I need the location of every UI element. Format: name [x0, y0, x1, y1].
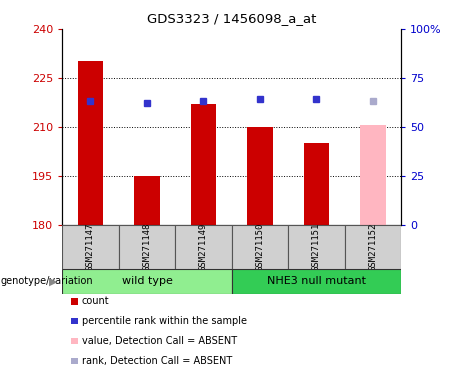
Text: GSM271148: GSM271148: [142, 223, 152, 271]
Text: NHE3 null mutant: NHE3 null mutant: [267, 276, 366, 286]
Text: count: count: [82, 296, 109, 306]
Bar: [304, 143, 329, 225]
Bar: [344, 225, 401, 269]
Text: value, Detection Call = ABSENT: value, Detection Call = ABSENT: [82, 336, 237, 346]
Text: GSM271147: GSM271147: [86, 223, 95, 271]
Text: GSM271152: GSM271152: [368, 223, 378, 271]
Text: GSM271150: GSM271150: [255, 223, 265, 271]
Title: GDS3323 / 1456098_a_at: GDS3323 / 1456098_a_at: [147, 12, 316, 25]
Text: rank, Detection Call = ABSENT: rank, Detection Call = ABSENT: [82, 356, 232, 366]
Bar: [231, 225, 288, 269]
Bar: [247, 127, 272, 225]
Text: GSM271149: GSM271149: [199, 223, 208, 271]
Bar: [360, 125, 385, 225]
Bar: [175, 225, 231, 269]
Bar: [78, 61, 103, 225]
Text: percentile rank within the sample: percentile rank within the sample: [82, 316, 247, 326]
Bar: [288, 225, 344, 269]
Bar: [191, 104, 216, 225]
Text: wild type: wild type: [122, 276, 172, 286]
Bar: [118, 225, 175, 269]
Bar: [231, 269, 401, 294]
Bar: [134, 175, 160, 225]
Bar: [62, 225, 118, 269]
Text: genotype/variation: genotype/variation: [1, 276, 94, 286]
Bar: [62, 269, 231, 294]
Text: ▶: ▶: [49, 276, 58, 286]
Text: GSM271151: GSM271151: [312, 223, 321, 271]
